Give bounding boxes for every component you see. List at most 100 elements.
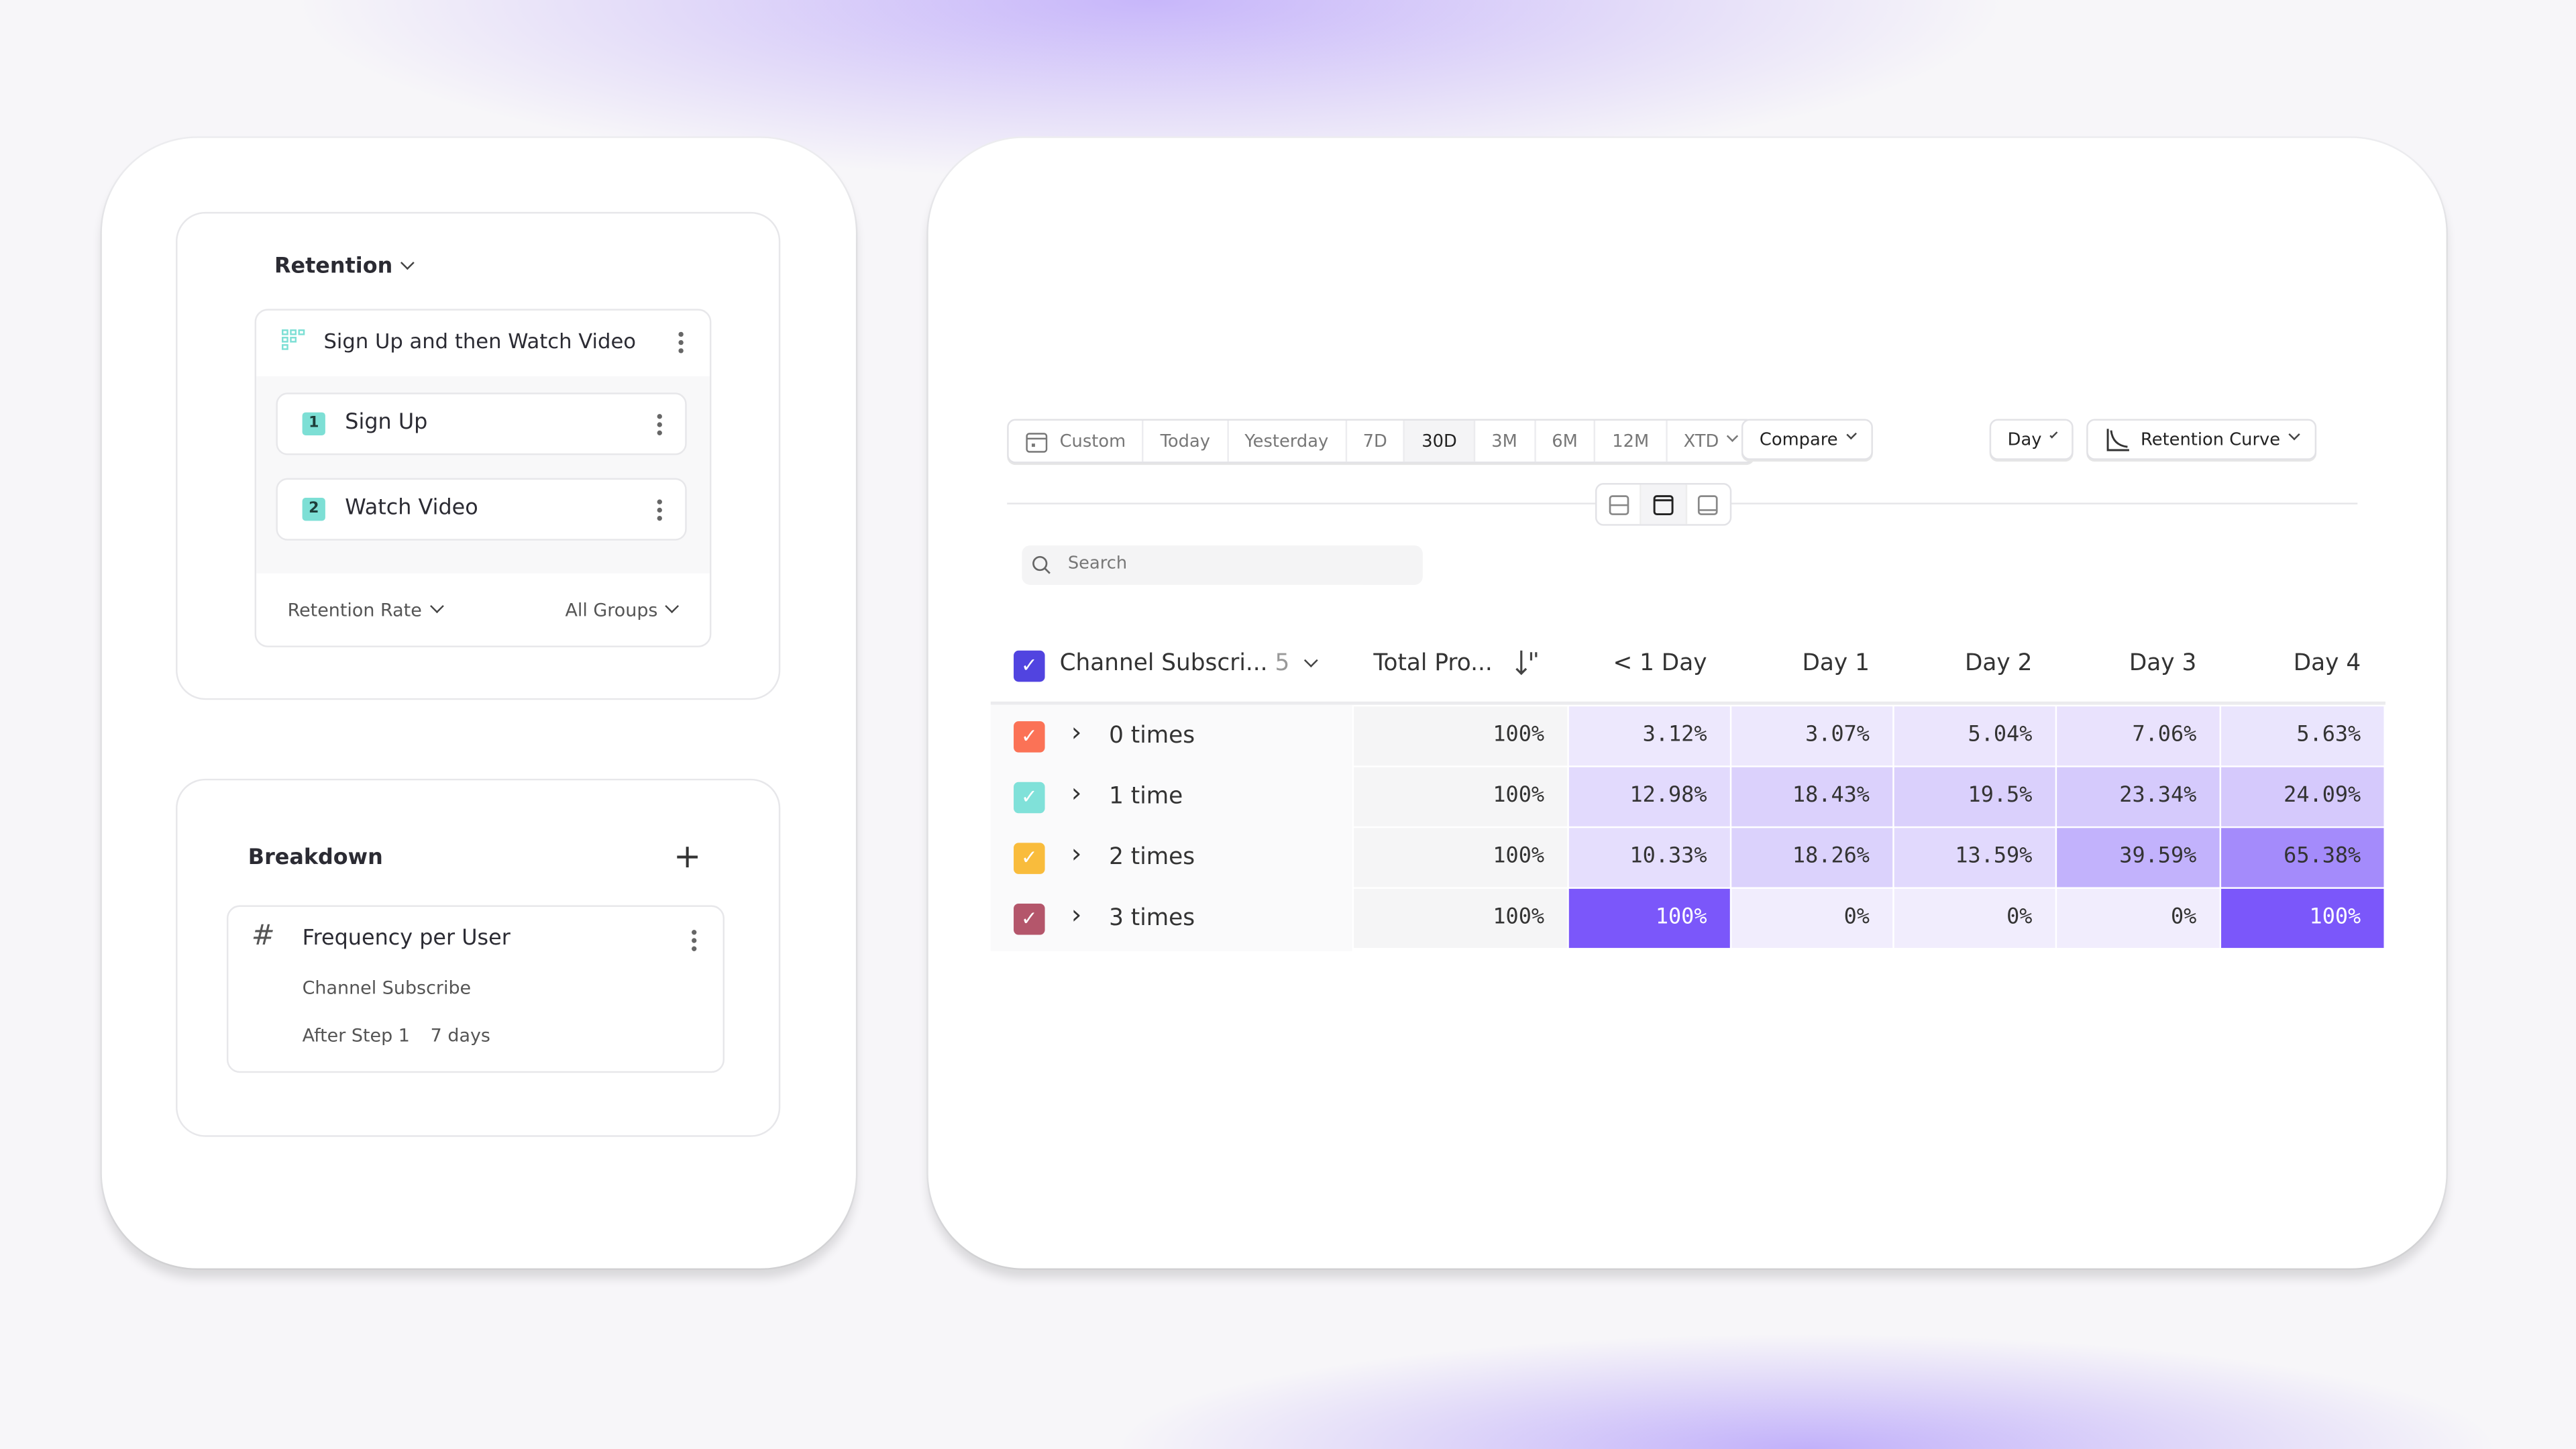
breakdown-title: Breakdown xyxy=(248,846,383,871)
split-layout-icon xyxy=(1608,494,1629,515)
retention-cell[interactable]: 19.5% xyxy=(1894,767,2055,826)
retention-cell[interactable]: 13.59% xyxy=(1894,828,2055,888)
date-range-xtd[interactable]: XTD xyxy=(1667,421,1754,462)
measure-dropdown[interactable]: Retention Rate xyxy=(288,599,444,621)
interval-dropdown[interactable]: Day xyxy=(1989,419,2074,460)
select-all-checkbox[interactable]: ✓ xyxy=(1014,650,1045,682)
chart-type-label: Retention Curve xyxy=(2141,429,2281,449)
breakdown-window: 7 days xyxy=(430,1025,490,1047)
row-label: 0 times xyxy=(1109,722,1195,749)
more-options-icon[interactable] xyxy=(678,331,684,357)
total-column-header[interactable]: Total Pro... xyxy=(1373,650,1493,677)
expand-chevron-icon[interactable]: › xyxy=(1071,777,1082,808)
expand-chevron-icon[interactable]: › xyxy=(1071,837,1082,869)
checkmark-icon: ✓ xyxy=(1020,653,1038,677)
retention-cell[interactable]: 3.12% xyxy=(1568,706,1730,766)
retention-cell[interactable]: 3.07% xyxy=(1731,706,1893,766)
metrics-card: Retention Sign Up and then Watch Video 1… xyxy=(176,211,781,700)
column-header[interactable]: Day 2 xyxy=(1964,650,2033,677)
date-range-6m[interactable]: 6M xyxy=(1536,420,1596,462)
retention-cell[interactable]: 7.06% xyxy=(2057,706,2220,766)
breakdown-event: Channel Subscribe xyxy=(302,977,472,999)
column-header[interactable]: Day 1 xyxy=(1802,650,1870,677)
date-range-7d[interactable]: 7D xyxy=(1346,420,1405,462)
expand-chevron-icon[interactable]: › xyxy=(1071,716,1082,748)
step-item[interactable]: 2 Watch Video xyxy=(276,478,687,541)
groups-dropdown[interactable]: All Groups xyxy=(565,599,680,621)
breakdown-item[interactable]: # Frequency per User Channel Subscribe A… xyxy=(226,905,725,1073)
query-builder-panel: Retention Sign Up and then Watch Video 1… xyxy=(101,138,856,1269)
compare-dropdown[interactable]: Compare xyxy=(1741,419,1873,460)
add-breakdown-plus-icon[interactable]: + xyxy=(674,836,702,876)
group-count: 5 xyxy=(1275,650,1290,677)
chart-type-dropdown[interactable]: Retention Curve xyxy=(2086,419,2317,460)
retention-cell[interactable]: 39.59% xyxy=(2057,828,2220,888)
group-column-bg xyxy=(990,704,1352,951)
retention-cell[interactable]: 5.63% xyxy=(2221,706,2384,766)
retention-cell[interactable]: 0% xyxy=(1894,888,2055,949)
hashtag-icon: # xyxy=(251,920,275,953)
step-label: Watch Video xyxy=(345,496,478,521)
expand-chevron-icon[interactable]: › xyxy=(1071,898,1082,930)
layout-toggle xyxy=(1595,483,1732,526)
more-options-icon[interactable] xyxy=(657,499,662,524)
retention-cell[interactable]: 12.98% xyxy=(1568,767,1730,826)
column-header[interactable]: Day 4 xyxy=(2293,650,2361,677)
row-checkbox[interactable]: ✓ xyxy=(1014,843,1045,874)
retention-cell[interactable]: 65.38% xyxy=(2221,828,2384,888)
column-header[interactable]: Day 3 xyxy=(2129,650,2197,677)
retention-cell[interactable]: 10.33% xyxy=(1568,828,1730,888)
layout-chart-button[interactable] xyxy=(1642,484,1687,525)
total-cell: 100% xyxy=(1353,767,1568,826)
checkmark-icon: ✓ xyxy=(1020,906,1038,930)
analysis-type-dropdown[interactable]: Retention xyxy=(274,255,415,279)
breakdown-item-title: Frequency per User xyxy=(302,926,511,951)
chevron-down-icon xyxy=(1303,653,1318,667)
group-column-header[interactable]: Channel Subscri... 5 xyxy=(1059,650,1318,677)
row-checkbox[interactable]: ✓ xyxy=(1014,782,1045,814)
retention-cell[interactable]: 100% xyxy=(1568,888,1730,949)
chevron-down-icon xyxy=(1845,429,1857,440)
retention-cell[interactable]: 5.04% xyxy=(1894,706,2055,766)
retention-cell[interactable]: 0% xyxy=(2057,888,2220,949)
date-range-yesterday[interactable]: Yesterday xyxy=(1228,420,1347,462)
layout-split-button[interactable] xyxy=(1597,484,1642,525)
retention-cell[interactable]: 23.34% xyxy=(2057,767,2220,826)
metric-group-title: Sign Up and then Watch Video xyxy=(323,328,637,354)
total-cell: 100% xyxy=(1353,828,1568,888)
chevron-down-icon xyxy=(1727,430,1739,442)
row-checkbox[interactable]: ✓ xyxy=(1014,903,1045,935)
date-range-custom[interactable]: Custom xyxy=(1009,420,1144,462)
step-item[interactable]: 1 Sign Up xyxy=(276,392,687,455)
date-range-selector: Custom Today Yesterday 7D 30D 3M 6M 12M XTD xyxy=(1007,419,1756,464)
checkmark-icon: ✓ xyxy=(1020,724,1038,748)
group-header-label: Channel Subscri... xyxy=(1059,650,1268,677)
search-input[interactable]: Search xyxy=(1022,545,1423,585)
row-label: 1 time xyxy=(1109,784,1183,810)
checkmark-icon: ✓ xyxy=(1020,785,1038,808)
date-range-3m[interactable]: 3M xyxy=(1475,420,1536,462)
date-range-12m[interactable]: 12M xyxy=(1596,420,1668,462)
date-range-label: 3M xyxy=(1491,431,1517,451)
step-label: Sign Up xyxy=(345,411,428,435)
sort-icon[interactable] xyxy=(1511,649,1541,678)
total-cell: 100% xyxy=(1353,706,1568,766)
column-header[interactable]: < 1 Day xyxy=(1613,650,1707,677)
retention-cell[interactable]: 100% xyxy=(2221,888,2384,949)
more-options-icon[interactable] xyxy=(657,414,662,439)
retention-cell[interactable]: 24.09% xyxy=(2221,767,2384,826)
bottom-layout-icon xyxy=(1698,494,1719,515)
layout-table-button[interactable] xyxy=(1686,484,1729,524)
more-options-icon[interactable] xyxy=(692,930,697,955)
breakdown-step: After Step 1 xyxy=(302,1025,410,1047)
date-range-30d[interactable]: 30D xyxy=(1405,420,1475,462)
row-checkbox[interactable]: ✓ xyxy=(1014,721,1045,753)
total-cell: 100% xyxy=(1353,888,1568,949)
retention-cell[interactable]: 0% xyxy=(1731,888,1893,949)
retention-cell[interactable]: 18.26% xyxy=(1731,828,1893,888)
metric-group: Sign Up and then Watch Video 1 Sign Up 2… xyxy=(254,309,712,647)
date-range-label: 12M xyxy=(1612,431,1650,451)
retention-cell[interactable]: 18.43% xyxy=(1731,767,1893,826)
date-range-today[interactable]: Today xyxy=(1144,420,1228,462)
